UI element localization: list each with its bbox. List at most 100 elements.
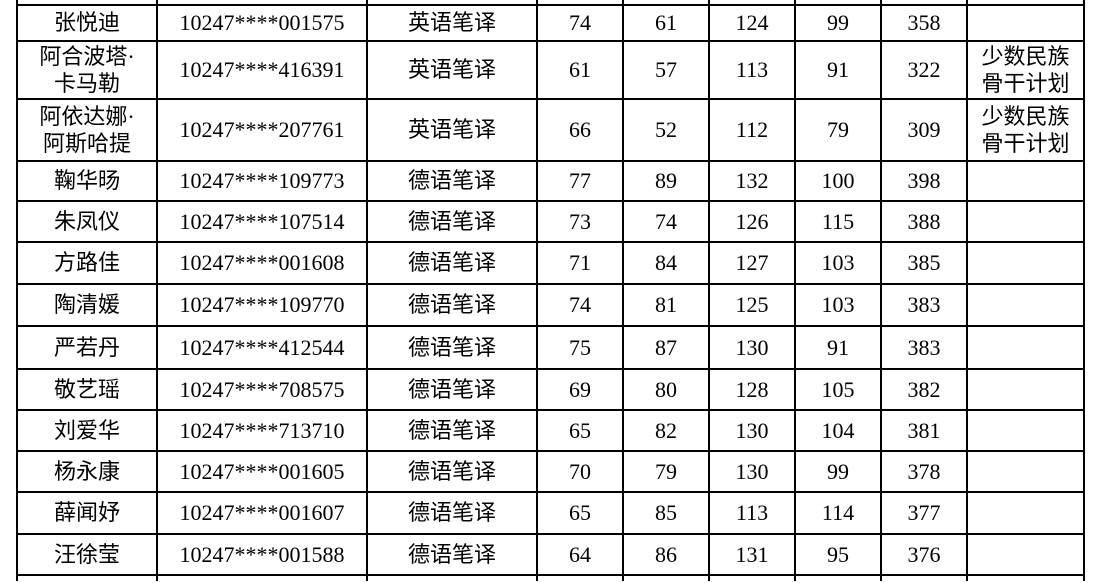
cell-remark: [966, 241, 1085, 285]
cell-score-4: 103: [794, 241, 882, 285]
partial-cell: [622, 0, 710, 6]
cell-score-1: 65: [536, 409, 624, 452]
cell-score-4: 99: [794, 450, 882, 493]
cell-candidate-id: 10247****107514: [156, 200, 368, 243]
cell-score-2: 57: [622, 40, 710, 100]
cell-score-1: 65: [536, 491, 624, 535]
cell-score-2: 79: [622, 450, 710, 493]
partial-cell: [156, 0, 368, 6]
cell-total-score: 381: [880, 409, 968, 452]
cell-score-4: 103: [794, 283, 882, 327]
cell-score-2: 81: [622, 283, 710, 327]
table-row: 张悦迪 10247****001575 英语笔译 74 61 124 99 35…: [16, 4, 1085, 42]
cell-score-1: 74: [536, 283, 624, 327]
cell-candidate-id: 10247****713710: [156, 409, 368, 452]
cell-score-3: 130: [708, 325, 796, 370]
cell-remark: [966, 491, 1085, 535]
cell-score-4: 91: [794, 325, 882, 370]
cell-total-score: 378: [880, 450, 968, 493]
cell-name: 汪徐莹: [16, 533, 158, 576]
partial-cell: [156, 574, 368, 581]
cell-score-4: 104: [794, 409, 882, 452]
cell-score-1: 66: [536, 98, 624, 162]
cell-total-score: 383: [880, 283, 968, 327]
partial-row-bottom: [16, 574, 1085, 581]
cell-total-score: 385: [880, 241, 968, 285]
cell-score-4: 105: [794, 368, 882, 411]
partial-cell: [16, 0, 158, 6]
cell-score-3: 130: [708, 409, 796, 452]
cell-score-2: 89: [622, 160, 710, 202]
cell-name: 阿依达娜· 阿斯哈提: [16, 98, 158, 162]
table-row: 杨永康 10247****001605 德语笔译 70 79 130 99 37…: [16, 450, 1085, 493]
cell-score-2: 86: [622, 533, 710, 576]
partial-cell: [622, 574, 710, 581]
cell-candidate-id: 10247****109773: [156, 160, 368, 202]
cell-score-4: 115: [794, 200, 882, 243]
cell-total-score: 377: [880, 491, 968, 535]
partial-cell: [708, 0, 796, 6]
cell-score-1: 70: [536, 450, 624, 493]
table-row: 陶清媛 10247****109770 德语笔译 74 81 125 103 3…: [16, 283, 1085, 327]
cell-score-3: 131: [708, 533, 796, 576]
cell-score-3: 113: [708, 40, 796, 100]
cell-score-2: 85: [622, 491, 710, 535]
cell-candidate-id: 10247****109770: [156, 283, 368, 327]
partial-cell: [16, 574, 158, 581]
cell-name: 严若丹: [16, 325, 158, 370]
cell-score-1: 74: [536, 4, 624, 42]
cell-score-2: 74: [622, 200, 710, 243]
cell-remark: [966, 368, 1085, 411]
partial-cell: [880, 0, 968, 6]
cell-major: 德语笔译: [366, 200, 538, 243]
table-row: 方路佳 10247****001608 德语笔译 71 84 127 103 3…: [16, 241, 1085, 285]
cell-total-score: 398: [880, 160, 968, 202]
cell-score-1: 75: [536, 325, 624, 370]
partial-cell: [536, 574, 624, 581]
cell-score-1: 69: [536, 368, 624, 411]
cell-remark: [966, 409, 1085, 452]
cell-major: 德语笔译: [366, 491, 538, 535]
cell-score-3: 126: [708, 200, 796, 243]
cell-major: 德语笔译: [366, 160, 538, 202]
cell-remark: [966, 325, 1085, 370]
cell-candidate-id: 10247****001605: [156, 450, 368, 493]
cell-score-2: 87: [622, 325, 710, 370]
cell-major: 德语笔译: [366, 409, 538, 452]
table-row: 刘爱华 10247****713710 德语笔译 65 82 130 104 3…: [16, 409, 1085, 452]
cell-name: 陶清媛: [16, 283, 158, 327]
partial-cell: [708, 574, 796, 581]
partial-cell: [366, 574, 538, 581]
partial-row-top: [16, 0, 1085, 6]
partial-cell: [966, 0, 1085, 6]
partial-cell: [966, 574, 1085, 581]
cell-total-score: 376: [880, 533, 968, 576]
cell-score-1: 61: [536, 40, 624, 100]
cell-candidate-id: 10247****001575: [156, 4, 368, 42]
cell-score-3: 128: [708, 368, 796, 411]
cell-candidate-id: 10247****416391: [156, 40, 368, 100]
cell-score-3: 127: [708, 241, 796, 285]
cell-major: 英语笔译: [366, 98, 538, 162]
partial-cell: [536, 0, 624, 6]
cell-candidate-id: 10247****001608: [156, 241, 368, 285]
cell-score-3: 125: [708, 283, 796, 327]
cell-remark: 少数民族 骨干计划: [966, 98, 1085, 162]
cell-total-score: 358: [880, 4, 968, 42]
cell-major: 英语笔译: [366, 40, 538, 100]
score-table: 张悦迪 10247****001575 英语笔译 74 61 124 99 35…: [16, 0, 1085, 581]
cell-major: 英语笔译: [366, 4, 538, 42]
cell-remark: [966, 200, 1085, 243]
cell-name: 张悦迪: [16, 4, 158, 42]
table-row: 鞠华旸 10247****109773 德语笔译 77 89 132 100 3…: [16, 160, 1085, 202]
cell-remark: [966, 450, 1085, 493]
cell-name: 方路佳: [16, 241, 158, 285]
cell-remark: [966, 533, 1085, 576]
cell-candidate-id: 10247****412544: [156, 325, 368, 370]
cell-major: 德语笔译: [366, 283, 538, 327]
cell-score-3: 132: [708, 160, 796, 202]
cell-score-4: 79: [794, 98, 882, 162]
cell-score-4: 95: [794, 533, 882, 576]
cell-major: 德语笔译: [366, 368, 538, 411]
table-row: 汪徐莹 10247****001588 德语笔译 64 86 131 95 37…: [16, 533, 1085, 576]
